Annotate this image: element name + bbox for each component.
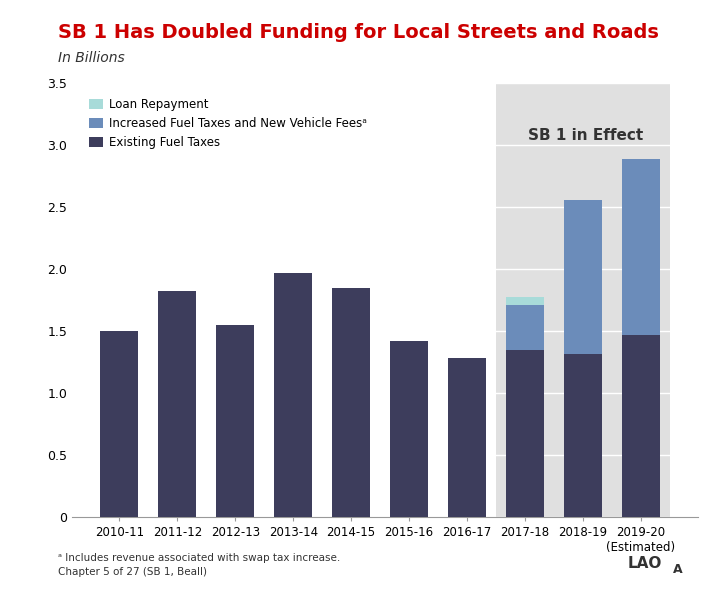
Bar [622, 334, 660, 517]
Text: In Billions: In Billions [58, 51, 125, 65]
Bar [496, 83, 670, 517]
Text: A: A [673, 563, 683, 576]
Bar [274, 273, 312, 517]
Bar [564, 200, 602, 355]
Bar [506, 298, 544, 305]
Text: SB 1 in Effect: SB 1 in Effect [528, 128, 643, 143]
Bar [101, 331, 138, 517]
Text: Chapter 5 of 27 (SB 1, Beall): Chapter 5 of 27 (SB 1, Beall) [58, 567, 207, 577]
Bar [506, 349, 544, 517]
Legend: Loan Repayment, Increased Fuel Taxes and New Vehicle Feesᵃ, Existing Fuel Taxes: Loan Repayment, Increased Fuel Taxes and… [84, 93, 372, 154]
Bar [390, 341, 428, 517]
Bar [622, 159, 660, 334]
Text: ᵃ Includes revenue associated with swap tax increase.: ᵃ Includes revenue associated with swap … [58, 554, 340, 563]
Bar [564, 355, 602, 517]
Bar [158, 291, 196, 517]
Text: SB 1 Has Doubled Funding for Local Streets and Roads: SB 1 Has Doubled Funding for Local Stree… [58, 23, 659, 42]
Bar [217, 325, 254, 517]
Text: Figure 2: Figure 2 [9, 7, 68, 20]
Bar [449, 358, 486, 517]
Text: LAO: LAO [628, 557, 662, 571]
Bar [506, 305, 544, 349]
Bar [333, 287, 370, 517]
